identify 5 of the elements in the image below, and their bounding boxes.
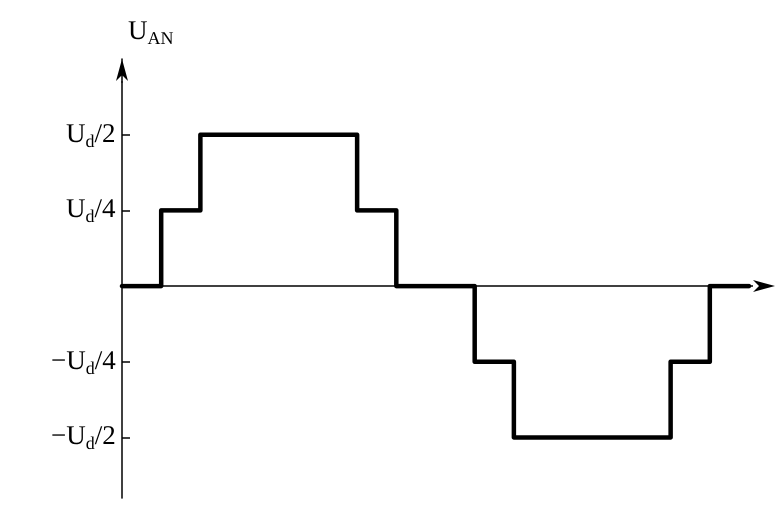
- text: U$_{d}$/4: [66, 193, 116, 226]
- y-axis-title: U$_{AN}$: [128, 15, 174, 48]
- text: U$_{d}$/2: [66, 118, 116, 151]
- text: −U$_{d}$/2: [51, 420, 116, 454]
- text: −U$_{d}$/4: [51, 344, 116, 378]
